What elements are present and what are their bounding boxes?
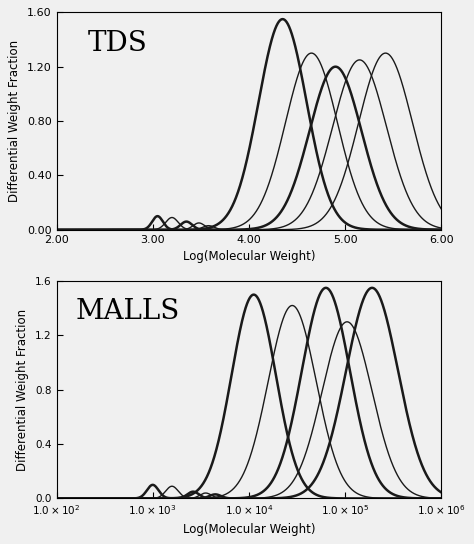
- Y-axis label: Differential Weight Fraction: Differential Weight Fraction: [17, 308, 29, 471]
- Text: MALLS: MALLS: [76, 299, 180, 325]
- Y-axis label: Differential Weight Fraction: Differential Weight Fraction: [9, 40, 21, 202]
- X-axis label: Log(Molecular Weight): Log(Molecular Weight): [182, 523, 315, 536]
- X-axis label: Log(Molecular Weight): Log(Molecular Weight): [182, 250, 315, 263]
- Text: TDS: TDS: [87, 30, 147, 57]
